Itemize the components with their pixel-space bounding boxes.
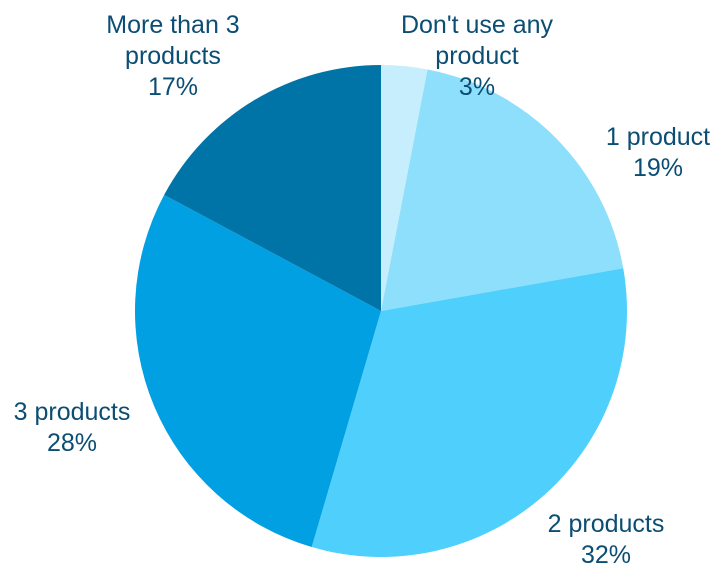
slice-value-label: 17% [148, 73, 198, 101]
slice-label-1-product: 1 product 19% [606, 123, 710, 182]
labels-layer: Don't use any product 3% 1 product 19% 2 prod… [14, 11, 711, 569]
pie-slice-2-products [311, 268, 627, 558]
slice-label-more-than-3-products: More than 3 products 17% [106, 11, 239, 101]
slice-category-label: Don't use any [401, 11, 554, 39]
slice-value-label: 19% [633, 154, 683, 182]
slice-category-label: products [125, 42, 221, 70]
slice-category-label: 1 product [606, 123, 710, 151]
pie-slice-more-than-3-products [164, 65, 381, 311]
slice-label-don-t-use-any-product: Don't use any product 3% [401, 11, 554, 101]
slices-layer [134, 65, 627, 558]
slice-value-label: 32% [581, 541, 631, 569]
pie-slice-1-product [381, 69, 624, 311]
slice-label-3-products: 3 products 28% [14, 398, 131, 457]
slice-label-2-products: 2 products 32% [548, 510, 665, 569]
slice-category-label: More than 3 [106, 11, 239, 39]
slice-value-label: 3% [459, 73, 495, 101]
slice-value-label: 28% [47, 429, 97, 457]
pie-slice-3-products [134, 194, 381, 548]
slice-category-label: 2 products [548, 510, 665, 538]
pie-slice-don-t-use-any-product [381, 65, 428, 311]
slice-category-label: product [435, 42, 518, 70]
slice-category-label: 3 products [14, 398, 131, 426]
